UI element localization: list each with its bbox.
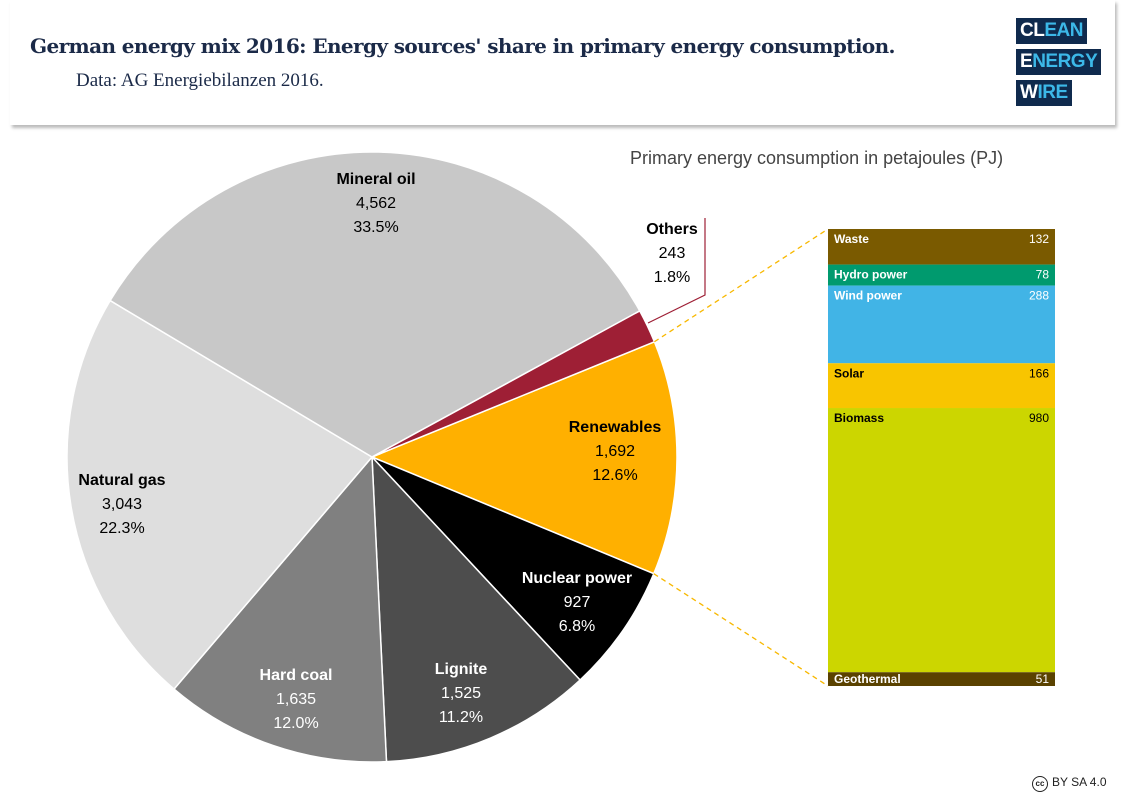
clean-energy-wire-logo: CLEAN ENERGY WIRE [1016, 18, 1102, 111]
bar-segment-value: 166 [1029, 366, 1049, 380]
slice-label: Others [646, 221, 698, 238]
bar-title: Primary energy consumption in petajoules… [630, 148, 1004, 168]
slice-percent: 6.8% [559, 618, 595, 635]
pie-slice-natural-gas [66, 299, 374, 691]
bar-segment-label: Geothermal [834, 672, 901, 686]
slice-percent: 11.2% [439, 709, 483, 726]
slice-value: 4,562 [356, 195, 396, 212]
pie-slice-mineral-oil [109, 151, 641, 458]
slice-label: Nuclear power [522, 570, 632, 587]
pie-slice-renewables [370, 340, 678, 575]
bar-segment-label: Biomass [834, 411, 884, 425]
connector-top [654, 228, 829, 343]
bar-segment-label: Waste [834, 232, 869, 246]
slice-value: 3,043 [102, 496, 142, 513]
connector-bottom [653, 573, 829, 687]
cc-icon: cc [1032, 776, 1048, 792]
chart-subtitle: Data: AG Energiebilanzen 2016. [76, 70, 324, 91]
slice-value: 243 [659, 245, 686, 262]
bar-segment-value: 51 [1036, 672, 1050, 686]
bar-segment-label: Wind power [834, 289, 902, 303]
bar-segment-label: Solar [834, 366, 864, 380]
slice-value: 1,635 [276, 691, 316, 708]
bar-segment-value: 78 [1036, 268, 1050, 282]
bar-segment-solar [828, 363, 1055, 409]
others-leader-line [647, 218, 706, 324]
license: cc BY SA 4.0 [1032, 775, 1107, 792]
slice-percent: 22.3% [99, 520, 144, 537]
bar-segment-biomass [828, 408, 1055, 673]
slice-value: 927 [564, 594, 591, 611]
slice-label: Lignite [435, 661, 488, 678]
slice-percent: 12.0% [273, 715, 318, 732]
pie-slice-hard-coal [172, 455, 388, 763]
bar-segment-value: 132 [1029, 232, 1049, 246]
bar-segment-value: 980 [1029, 411, 1049, 425]
bar-segment-hydro-power [828, 264, 1055, 286]
slice-label: Renewables [569, 419, 662, 436]
bar-segment-waste [828, 229, 1055, 265]
slice-label: Mineral oil [336, 171, 415, 188]
bar-segment-geothermal [828, 672, 1055, 686]
slice-label: Natural gas [78, 472, 165, 489]
slice-percent: 33.5% [353, 219, 398, 236]
slice-value: 1,525 [441, 685, 481, 702]
slice-value: 1,692 [595, 443, 635, 460]
header: German energy mix 2016: Energy sources' … [10, 0, 1115, 125]
chart-title: German energy mix 2016: Energy sources' … [30, 34, 895, 58]
slice-percent: 1.8% [654, 269, 690, 286]
bar-segment-wind-power [828, 285, 1055, 364]
slice-label: Hard coal [260, 667, 333, 684]
bar-segment-label: Hydro power [834, 268, 908, 282]
bar-segment-value: 288 [1029, 289, 1049, 303]
pie-slice-nuclear-power [371, 456, 655, 682]
slice-percent: 12.6% [592, 467, 637, 484]
pie-slice-lignite [371, 454, 582, 763]
